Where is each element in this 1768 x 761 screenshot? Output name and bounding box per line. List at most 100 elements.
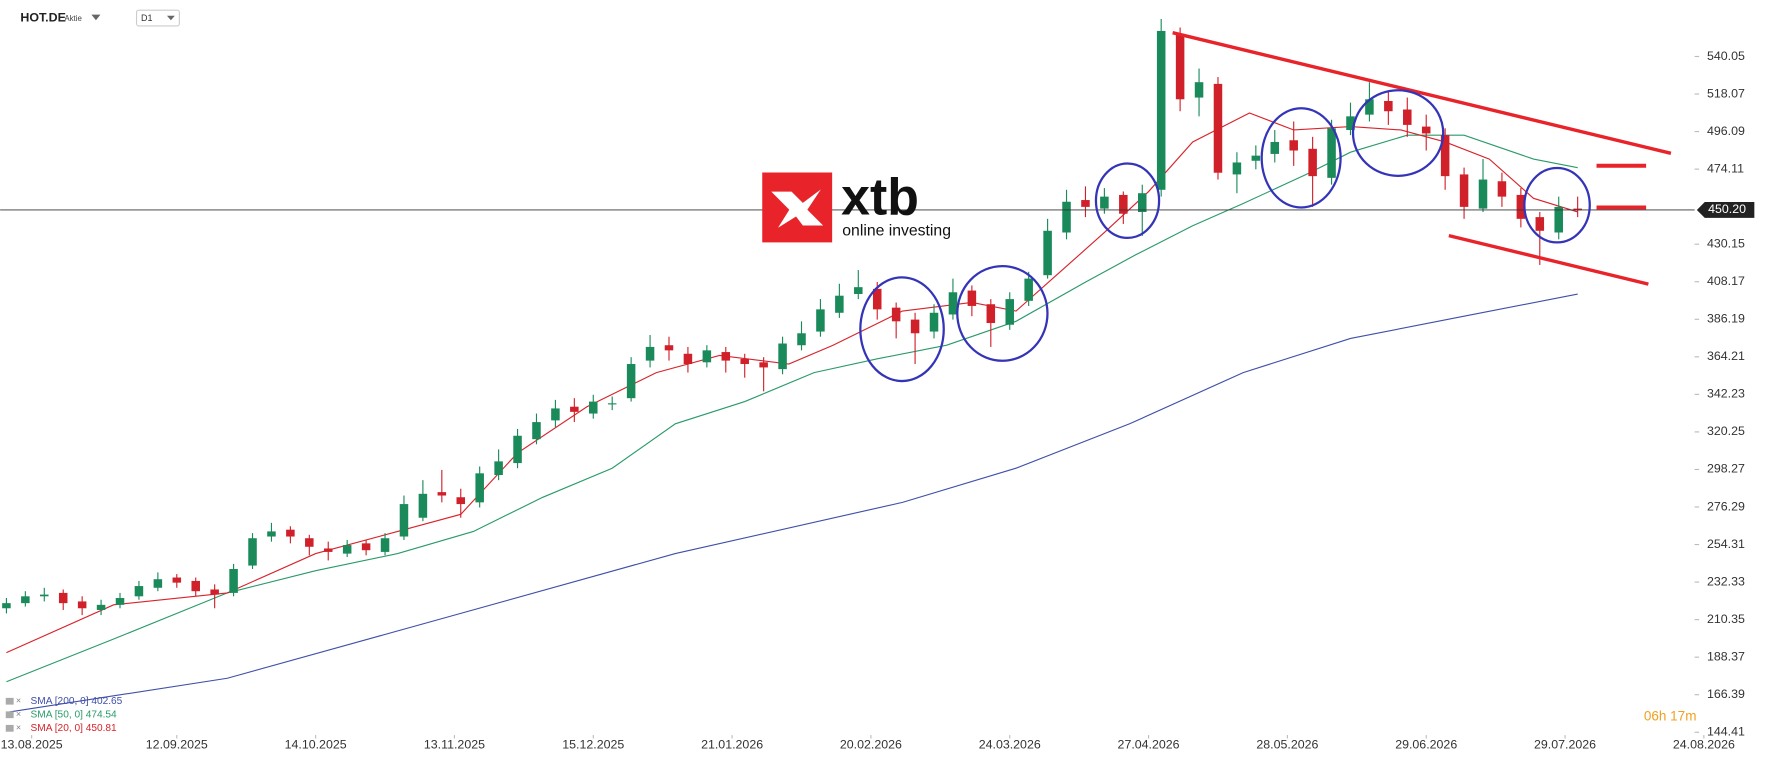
y-tick-label: 342.23	[1707, 387, 1745, 401]
price-label-box	[1696, 202, 1755, 218]
candle	[210, 584, 219, 609]
candle-body	[1384, 100, 1393, 112]
candle-body	[380, 538, 390, 552]
highlight-circle	[1260, 107, 1342, 209]
candle-body	[40, 594, 49, 597]
candle	[1289, 121, 1298, 166]
symbol[interactable]: HOT.DE	[20, 10, 65, 24]
timeframe-box[interactable]	[135, 9, 180, 27]
candle-body	[513, 435, 522, 464]
y-tick-label: 540.05	[1707, 49, 1745, 63]
candle	[21, 591, 30, 607]
plot-area: 144.41 166.39 188.37 210.35 232.33 254.31 276.…	[0, 18, 1755, 751]
candle-body	[645, 346, 655, 361]
candle	[191, 577, 200, 597]
y-tick-label: 474.11	[1707, 161, 1744, 175]
y-tick-label: 276.29	[1707, 499, 1745, 513]
candle-body	[891, 307, 901, 322]
candle	[248, 533, 257, 569]
candle	[607, 396, 617, 411]
candle	[267, 522, 276, 542]
candle	[1270, 130, 1280, 163]
candle	[626, 357, 636, 402]
candle-body	[1213, 83, 1223, 173]
logo: xtb online investing	[762, 167, 951, 243]
candle	[1459, 167, 1469, 219]
sma-line	[6, 293, 1578, 713]
candle	[740, 353, 749, 378]
candle	[361, 539, 371, 556]
logo-x	[771, 189, 824, 228]
candle	[153, 572, 163, 592]
candle	[1156, 18, 1166, 197]
candle-body	[286, 529, 295, 537]
candle-body	[986, 304, 996, 324]
candle-body	[494, 461, 503, 476]
highlight-circle	[859, 276, 945, 383]
y-tick-label: 254.31	[1707, 537, 1745, 551]
highlight-circle	[1351, 89, 1445, 178]
candle	[229, 563, 238, 597]
candle-body	[683, 353, 693, 365]
candle-body	[1100, 196, 1109, 209]
dropdown-arrow[interactable]	[91, 14, 101, 21]
candle-body	[740, 358, 749, 365]
y-tick-label: 496.09	[1707, 124, 1745, 138]
candle	[1497, 172, 1507, 207]
candle-body	[1024, 278, 1033, 301]
annotations	[859, 31, 1672, 383]
y-tick-label: 166.39	[1707, 687, 1745, 701]
candle	[305, 534, 314, 556]
x-tick-label: 14.10.2025	[285, 737, 347, 751]
candle	[513, 428, 522, 469]
x-tick-label: 27.04.2026	[1118, 737, 1180, 751]
x-tick-label: 15.12.2025	[562, 737, 624, 751]
logo-brand: xtb	[841, 167, 919, 225]
candle	[1403, 97, 1412, 137]
dropdown-arrow[interactable]	[166, 15, 175, 21]
legend-icon	[5, 711, 14, 719]
candle-body	[948, 292, 958, 315]
legend-icon	[5, 697, 14, 705]
candle-body	[1497, 181, 1507, 197]
candle	[96, 599, 106, 616]
candle	[2, 598, 11, 614]
candle	[380, 533, 390, 556]
candle-body	[721, 352, 731, 361]
candle	[399, 495, 409, 540]
candle	[1346, 102, 1355, 136]
candle	[645, 334, 655, 368]
candle-body	[1289, 140, 1298, 151]
legend-close: ×	[16, 723, 21, 733]
candle-body	[1554, 206, 1563, 233]
candle	[1024, 271, 1033, 306]
candle	[134, 580, 144, 600]
candle	[1421, 114, 1431, 151]
candle-body	[456, 497, 466, 505]
timeframe[interactable]: D1	[141, 13, 153, 23]
candle-body	[1421, 126, 1431, 134]
candle	[854, 270, 863, 300]
candle-body	[872, 288, 882, 310]
candle-body	[778, 343, 787, 370]
candle-body	[1516, 194, 1526, 219]
x-tick-label: 13.08.2025	[1, 737, 63, 751]
candle-body	[418, 493, 428, 518]
x-tick-label: 21.01.2026	[701, 737, 763, 751]
candle-body	[115, 598, 125, 605]
candle-body	[191, 580, 200, 592]
candle-body	[210, 589, 219, 595]
candle-body	[437, 492, 447, 496]
candle-body	[1119, 194, 1128, 214]
candle	[1365, 82, 1374, 122]
candle-body	[570, 406, 579, 412]
candle-body	[77, 601, 87, 609]
candle	[1005, 292, 1015, 330]
candle	[456, 488, 466, 518]
candle	[948, 278, 958, 320]
candle	[683, 346, 693, 373]
candle	[1232, 152, 1242, 194]
legend-entry: SMA [200, 0] 402.65	[31, 696, 123, 707]
candle	[1308, 136, 1317, 207]
